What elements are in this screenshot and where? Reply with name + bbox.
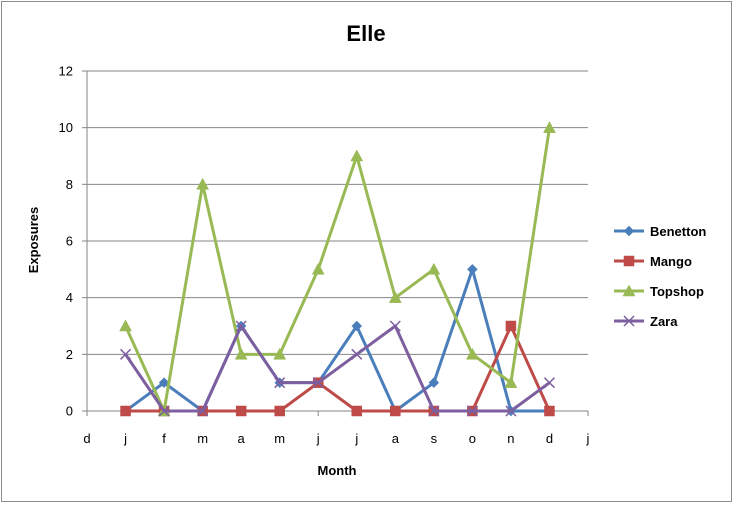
marker-stroke (623, 315, 635, 327)
marker-point (428, 405, 440, 417)
marker-point (623, 255, 635, 267)
x-tick-label: m (197, 431, 208, 446)
marker-stroke (505, 405, 517, 417)
marker-point (504, 376, 518, 388)
x-tick-label: d (83, 431, 90, 446)
marker-point (466, 405, 478, 417)
marker-point (544, 405, 555, 417)
marker-point (428, 377, 440, 389)
marker-point (351, 348, 363, 360)
marker-stroke (120, 348, 132, 360)
marker-point (427, 262, 441, 275)
marker-point (273, 347, 287, 360)
series-zara (120, 320, 555, 417)
x-tick-label: a (238, 431, 246, 446)
marker-point (120, 348, 132, 360)
marker-point (389, 320, 401, 332)
legend-label: Mango (650, 254, 692, 269)
marker-point (465, 347, 479, 360)
series-line-benetton (124, 267, 550, 413)
legend-item-topshop: Topshop (614, 284, 704, 299)
series-lines (119, 121, 556, 417)
marker-point (623, 315, 635, 327)
legend-item-zara: Zara (614, 314, 678, 329)
x-tick-label: s (431, 431, 438, 446)
marker-point (543, 377, 555, 389)
y-axis-title: Exposures (26, 207, 41, 273)
marker-point (351, 320, 363, 332)
marker-stroke (235, 320, 247, 332)
x-tick-label: o (469, 431, 476, 446)
marker-stroke (351, 348, 363, 360)
legend-label: Topshop (650, 284, 704, 299)
x-tick-label: a (392, 431, 400, 446)
legend-item-mango: Mango (614, 254, 692, 269)
marker-point (390, 405, 401, 417)
legend-item-benetton: Benetton (614, 224, 706, 239)
gridlines (87, 70, 588, 355)
marker-point (120, 405, 131, 417)
x-tick-label: j (354, 431, 358, 446)
marker-point (388, 291, 402, 303)
y-tick-label: 6 (66, 234, 73, 249)
marker-stroke (312, 377, 324, 389)
y-tick-label: 4 (66, 290, 73, 305)
x-tick-label: f (162, 431, 166, 446)
marker-point (274, 377, 286, 389)
marker-stroke (389, 320, 401, 332)
marker-point (312, 377, 324, 389)
y-tick-label: 0 (66, 404, 73, 419)
legend-label: Benetton (650, 224, 706, 239)
marker-point (196, 177, 210, 190)
legend: Benetton Mango Topshop Zara (614, 224, 706, 329)
y-tick-label: 8 (66, 177, 73, 192)
marker-point (235, 405, 247, 417)
x-tick-label: m (274, 431, 285, 446)
marker-stroke (466, 405, 478, 417)
marker-point (197, 405, 209, 417)
marker-stroke (543, 377, 555, 389)
y-tick-label: 10 (59, 120, 73, 135)
marker-point (274, 405, 285, 417)
marker-point (543, 121, 556, 133)
y-tick-label: 2 (66, 347, 73, 362)
chart-title: Elle (346, 21, 385, 46)
marker-stroke (274, 377, 286, 389)
x-tick-label: d (546, 431, 553, 446)
marker-point (622, 284, 636, 297)
marker-point (351, 405, 363, 417)
y-tick-label: 12 (59, 64, 73, 79)
marker-point (158, 405, 170, 417)
x-tick-label: n (507, 431, 514, 446)
marker-point (119, 319, 132, 332)
marker-point (311, 262, 325, 275)
marker-point (235, 320, 247, 332)
marker-point (467, 263, 478, 275)
marker-stroke (197, 405, 209, 417)
marker-point (158, 377, 170, 389)
marker-point (623, 225, 635, 237)
legend-label: Zara (650, 314, 678, 329)
marker-stroke (428, 405, 440, 417)
marker-stroke (158, 405, 170, 417)
x-tick-label: j (123, 431, 127, 446)
marker-point (505, 320, 517, 332)
x-tick-label: j (586, 431, 590, 446)
series-line-topshop (124, 127, 551, 413)
series-line-zara (124, 324, 551, 413)
x-tick-label: j (316, 431, 320, 446)
marker-point (505, 405, 517, 417)
marker-point (234, 347, 248, 360)
x-axis-title: Month (318, 463, 357, 478)
marker-point (350, 149, 364, 162)
